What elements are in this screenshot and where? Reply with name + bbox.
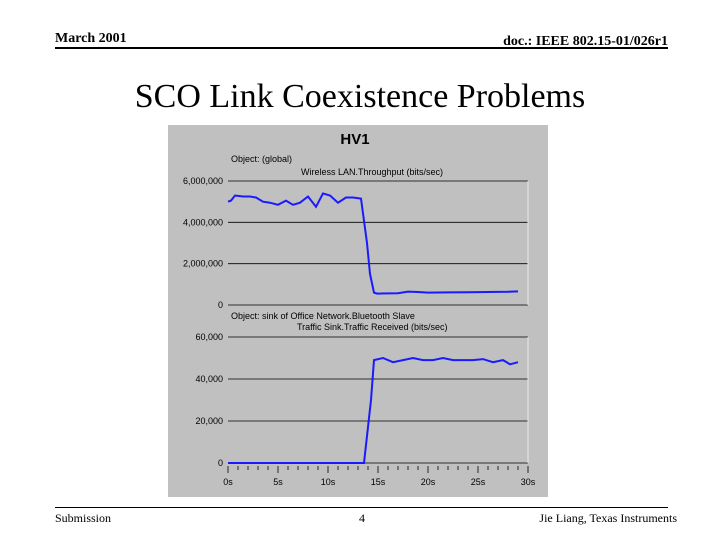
header-date: March 2001 [55, 31, 127, 46]
header-document-id: doc.: IEEE 802.15-01/026r1 [503, 34, 668, 49]
bottom-chart-y-tick-label: 40,000 [195, 374, 223, 384]
chart-figure: HV1 Object: (global) Wireless LAN.Throug… [168, 125, 548, 497]
x-axis-tick-label: 30s [521, 477, 536, 487]
top-chart-y-tick-label: 0 [218, 300, 223, 310]
bottom-chart-object-label: Object: sink of Office Network.Bluetooth… [231, 311, 415, 321]
header-rule [55, 47, 668, 49]
page-number: 4 [359, 511, 365, 525]
bottom-chart-series-line [228, 356, 519, 464]
bottom-chart-y-tick-label: 60,000 [195, 332, 223, 342]
top-chart-series-label: Wireless LAN.Throughput (bits/sec) [301, 167, 443, 177]
bottom-chart-y-tick-label: 20,000 [195, 416, 223, 426]
x-axis-tick-label: 0s [223, 477, 233, 487]
footer-rule [55, 507, 668, 508]
x-axis-tick-label: 25s [471, 477, 486, 487]
chart-canvas: HV1 Object: (global) Wireless LAN.Throug… [183, 131, 536, 487]
slide-title: SCO Link Coexistence Problems [134, 78, 586, 115]
top-chart-y-tick-label: 2,000,000 [183, 259, 223, 269]
top-chart-y-tick-label: 6,000,000 [183, 176, 223, 186]
footer-author: Jie Liang, Texas Instruments [539, 511, 677, 525]
bottom-chart-series-label: Traffic Sink.Traffic Received (bits/sec) [297, 322, 448, 332]
x-axis-tick-label: 10s [321, 477, 336, 487]
footer-submission: Submission [55, 511, 112, 525]
top-chart-y-tick-label: 4,000,000 [183, 217, 223, 227]
top-chart-series-line [227, 192, 519, 295]
x-axis-tick-label: 20s [421, 477, 436, 487]
x-axis-tick-label: 5s [273, 477, 283, 487]
x-axis-tick-label: 15s [371, 477, 386, 487]
chart-title: HV1 [340, 131, 369, 148]
bottom-chart-y-tick-label: 0 [218, 458, 223, 468]
top-chart-object-label: Object: (global) [231, 154, 292, 164]
